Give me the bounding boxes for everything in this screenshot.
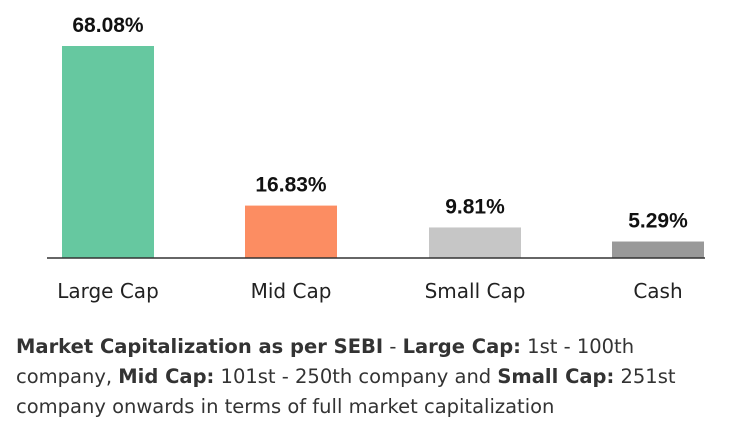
bar-large-cap [62,46,154,258]
market-cap-note: Market Capitalization as per SEBI - Larg… [16,332,716,422]
value-labels-group: 68.08% 16.83% 9.81% 5.29% [72,14,688,233]
category-label-small-cap: Small Cap [425,279,526,303]
category-label-large-cap: Large Cap [57,279,159,303]
category-labels-group: Large Cap Mid Cap Small Cap Cash [57,279,682,303]
value-label-cash: 5.29% [628,210,688,233]
value-label-mid-cap: 16.83% [255,174,327,197]
bar-small-cap [429,227,521,258]
note-small-cap-label: Small Cap: [497,365,615,388]
value-label-large-cap: 68.08% [72,14,144,37]
note-large-cap-label: Large Cap: [402,335,521,358]
bar-mid-cap [245,205,337,258]
note-title: Market Capitalization as per SEBI [16,335,384,358]
note-mid-cap-text: 101st - 250th company and [214,365,498,388]
category-label-mid-cap: Mid Cap [251,279,332,303]
bar-chart: 68.08% 16.83% 9.81% 5.29% Large Cap Mid Cap S… [47,14,705,303]
bar-cash [612,241,704,258]
category-label-cash: Cash [633,279,682,303]
note-small-cap-text: 251st company onwards in terms of full m… [16,365,676,418]
note-large-cap-text: 1st - 100th company, [16,335,635,388]
value-label-small-cap: 9.81% [445,195,505,218]
note-mid-cap-label: Mid Cap: [118,365,215,388]
note-separator: - [383,335,403,358]
bars-group [62,46,704,258]
